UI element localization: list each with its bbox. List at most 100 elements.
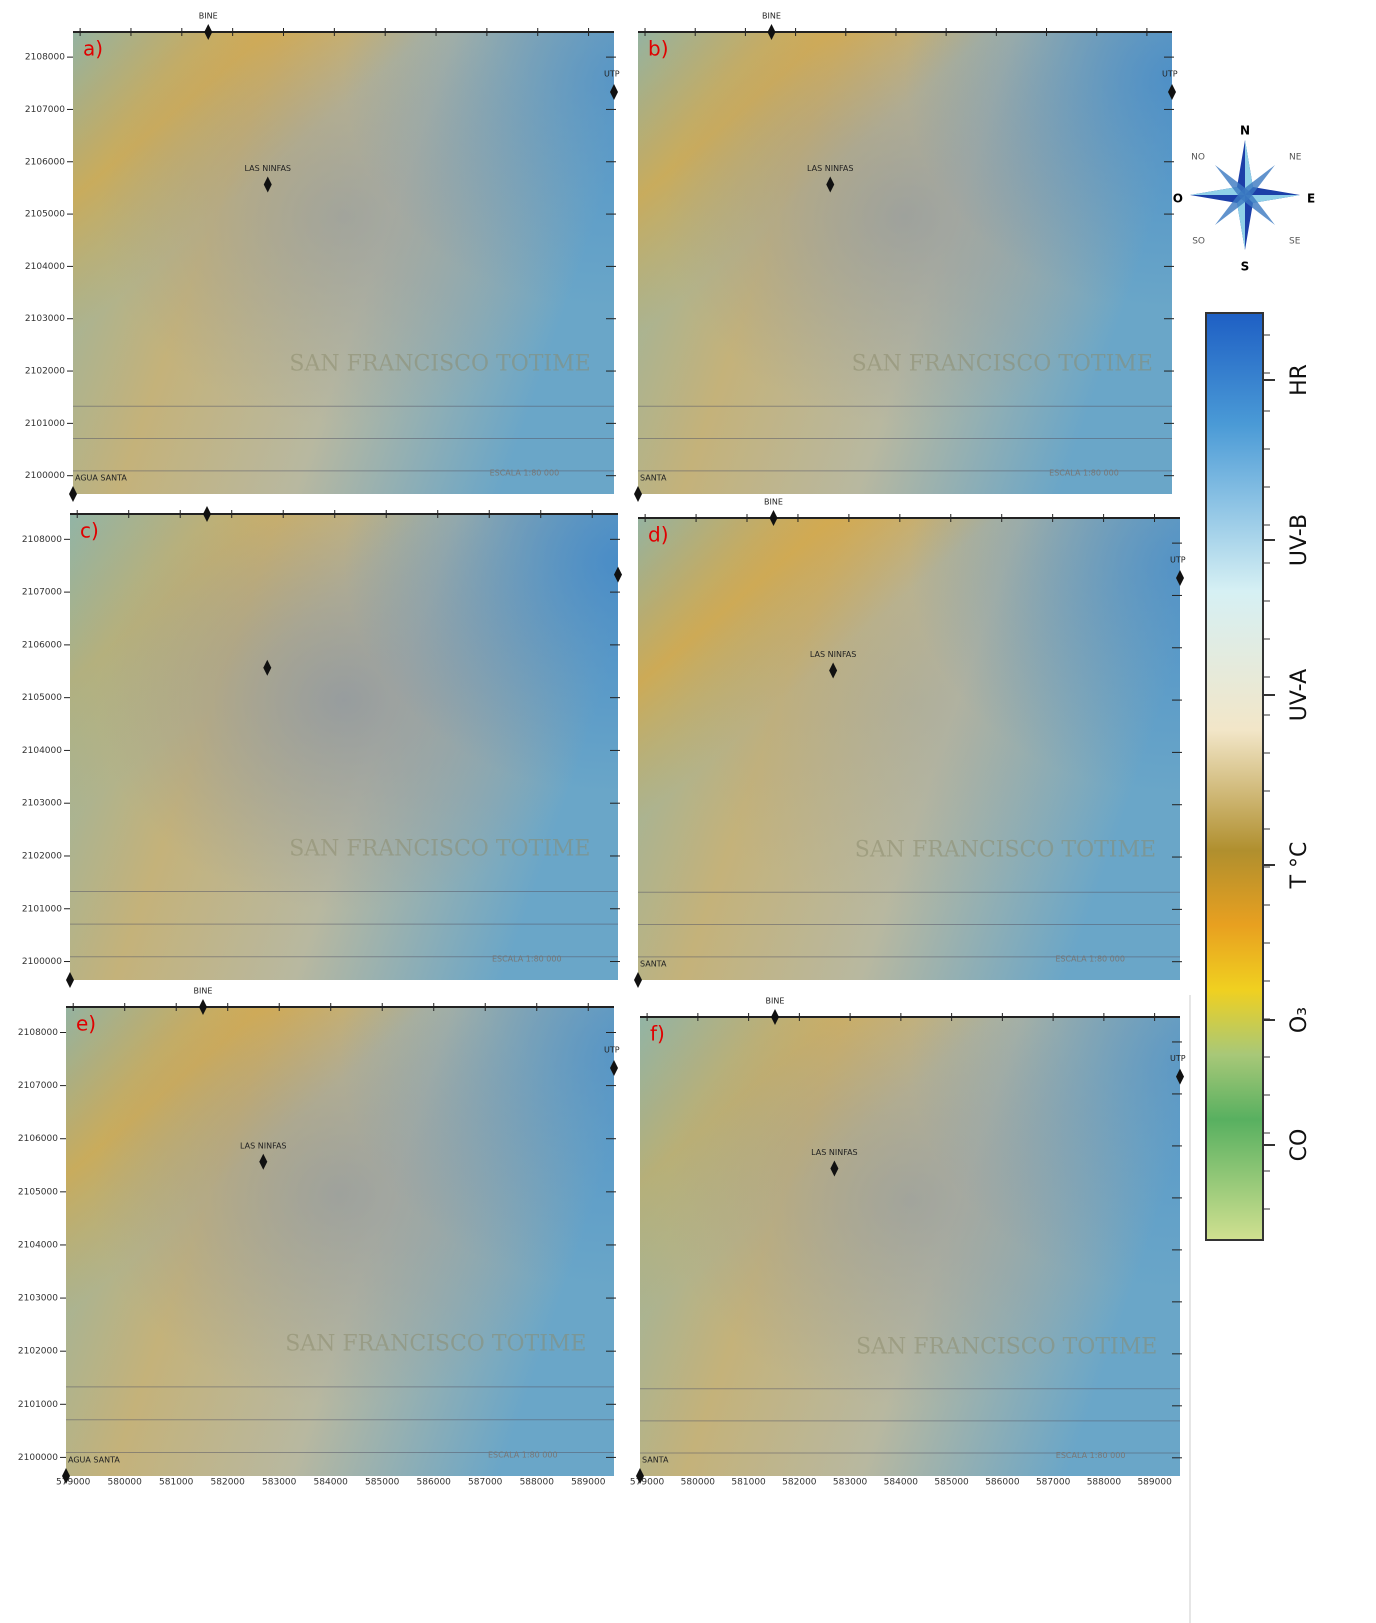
compass-e: E (1307, 192, 1315, 206)
place-marker (614, 566, 622, 583)
y-tick-label: 2105000 (18, 1187, 58, 1197)
x-tick-label: 588000 (1087, 1478, 1122, 1488)
panel-label: f) (650, 1022, 665, 1046)
place-label: SANTA (640, 960, 667, 969)
x-tick-label: 584000 (314, 1478, 349, 1488)
panel-label: c) (80, 519, 99, 543)
place-label: AGUA SANTA (68, 1456, 120, 1465)
scale-text: ESCALA 1:80 000 (1049, 469, 1119, 478)
place-label: LAS NINFAS (245, 164, 291, 173)
y-tick-label: 2105000 (22, 693, 62, 703)
y-tick-label: 2106000 (25, 157, 65, 167)
place-marker (826, 176, 835, 193)
y-tick-label: 2105000 (25, 210, 65, 220)
map-blue (638, 518, 1180, 980)
map-blue (638, 32, 1172, 494)
y-tick-label: 2100000 (22, 957, 62, 967)
place-marker (767, 24, 776, 40)
place-label: BINE (764, 498, 783, 507)
colorbar-label: O₃ (1287, 1007, 1312, 1033)
town-name: SAN FRANCISCO TOTIME (289, 352, 590, 377)
y-tick-label: 2108000 (22, 535, 62, 545)
panel-label: a) (83, 37, 103, 61)
place-marker (636, 1468, 644, 1484)
place-marker (771, 1009, 779, 1025)
place-label: LAS NINFAS (811, 1148, 857, 1157)
panel-label: e) (76, 1012, 96, 1036)
y-tick-label: 2101000 (18, 1400, 58, 1410)
y-tick-label: 2100000 (18, 1453, 58, 1463)
place-label: LAS NINFAS (807, 164, 853, 173)
panel-label: b) (648, 37, 669, 61)
map-blue (66, 1007, 614, 1476)
place-label: UTP (1170, 556, 1186, 565)
map-panel: SAN FRANCISCO TOTIME ESCALA 1:80 000 c) 210… (22, 506, 622, 988)
x-tick-label: 585000 (365, 1478, 400, 1488)
colorbar-label: CO (1287, 1129, 1312, 1162)
y-tick-label: 2103000 (25, 314, 65, 324)
place-label: SANTA (640, 474, 667, 483)
colorbar (1205, 312, 1264, 1241)
map-panel: SAN FRANCISCO TOTIME ESCALA 1:80 000 a) 210… (25, 12, 620, 502)
scale-text: ESCALA 1:80 000 (1056, 1451, 1126, 1460)
place-label: SANTA (642, 1456, 669, 1465)
y-tick-label: 2104000 (22, 746, 62, 756)
place-marker (610, 84, 618, 101)
x-tick-label: 586000 (417, 1478, 452, 1488)
scale-text: ESCALA 1:80 000 (492, 955, 562, 964)
town-name: SAN FRANCISCO TOTIME (856, 1334, 1157, 1359)
y-tick-label: 2103000 (18, 1294, 58, 1304)
map-panel: SAN FRANCISCO TOTIME ESCALA 1:80 000 e) 210… (18, 987, 620, 1488)
place-marker (199, 999, 207, 1015)
compass-no: NO (1191, 153, 1205, 163)
place-marker (204, 24, 213, 40)
x-tick-label: 580000 (681, 1478, 716, 1488)
y-tick-label: 2108000 (25, 53, 65, 63)
x-tick-label: 583000 (262, 1478, 297, 1488)
place-marker (830, 1160, 839, 1177)
place-label: UTP (604, 70, 620, 79)
town-name: SAN FRANCISCO TOTIME (285, 1332, 586, 1357)
place-label: AGUA SANTA (75, 474, 127, 483)
scale-text: ESCALA 1:80 000 (490, 469, 560, 478)
colorbar-label: T °C (1287, 842, 1312, 890)
map-panel: SAN FRANCISCO TOTIME ESCALA 1:80 000 d) BIN… (634, 498, 1186, 988)
x-tick-label: 583000 (833, 1478, 868, 1488)
y-tick-label: 2101000 (22, 904, 62, 914)
y-tick-label: 2100000 (25, 471, 65, 481)
compass: N NE E SE S SO O NO (1173, 124, 1315, 274)
x-tick-label: 589000 (571, 1478, 606, 1488)
compass-s: S (1241, 260, 1250, 274)
place-label: UTP (1170, 1054, 1186, 1063)
x-tick-label: 585000 (934, 1478, 969, 1488)
x-tick-label: 581000 (731, 1478, 766, 1488)
x-tick-label: 587000 (468, 1478, 503, 1488)
x-tick-label: 586000 (985, 1478, 1020, 1488)
x-tick-label: 579000 (56, 1478, 91, 1488)
place-marker (263, 176, 272, 193)
place-marker (69, 486, 77, 502)
place-marker (259, 1153, 268, 1170)
panel-label: d) (648, 523, 669, 547)
town-name: SAN FRANCISCO TOTIME (852, 352, 1153, 377)
place-label: LAS NINFAS (240, 1141, 286, 1150)
scale-text: ESCALA 1:80 000 (488, 1450, 558, 1459)
y-tick-label: 2107000 (25, 105, 65, 115)
place-label: LAS NINFAS (810, 650, 856, 659)
x-tick-label: 580000 (108, 1478, 143, 1488)
town-name: SAN FRANCISCO TOTIME (855, 838, 1156, 863)
y-tick-label: 2102000 (22, 851, 62, 861)
y-tick-label: 2102000 (25, 367, 65, 377)
place-label: UTP (1162, 70, 1178, 79)
map-blue (640, 1017, 1180, 1476)
y-tick-label: 2107000 (22, 588, 62, 598)
compass-ne: NE (1289, 153, 1302, 163)
colorbar-label: UV-A (1287, 669, 1312, 721)
y-tick-label: 2101000 (25, 419, 65, 429)
colorbar-label: HR (1287, 364, 1312, 396)
place-marker (203, 506, 211, 522)
compass-so: SO (1192, 237, 1205, 247)
scale-text: ESCALA 1:80 000 (1055, 955, 1125, 964)
map-panel: SAN FRANCISCO TOTIME ESCALA 1:80 000 b) BIN… (634, 12, 1178, 502)
